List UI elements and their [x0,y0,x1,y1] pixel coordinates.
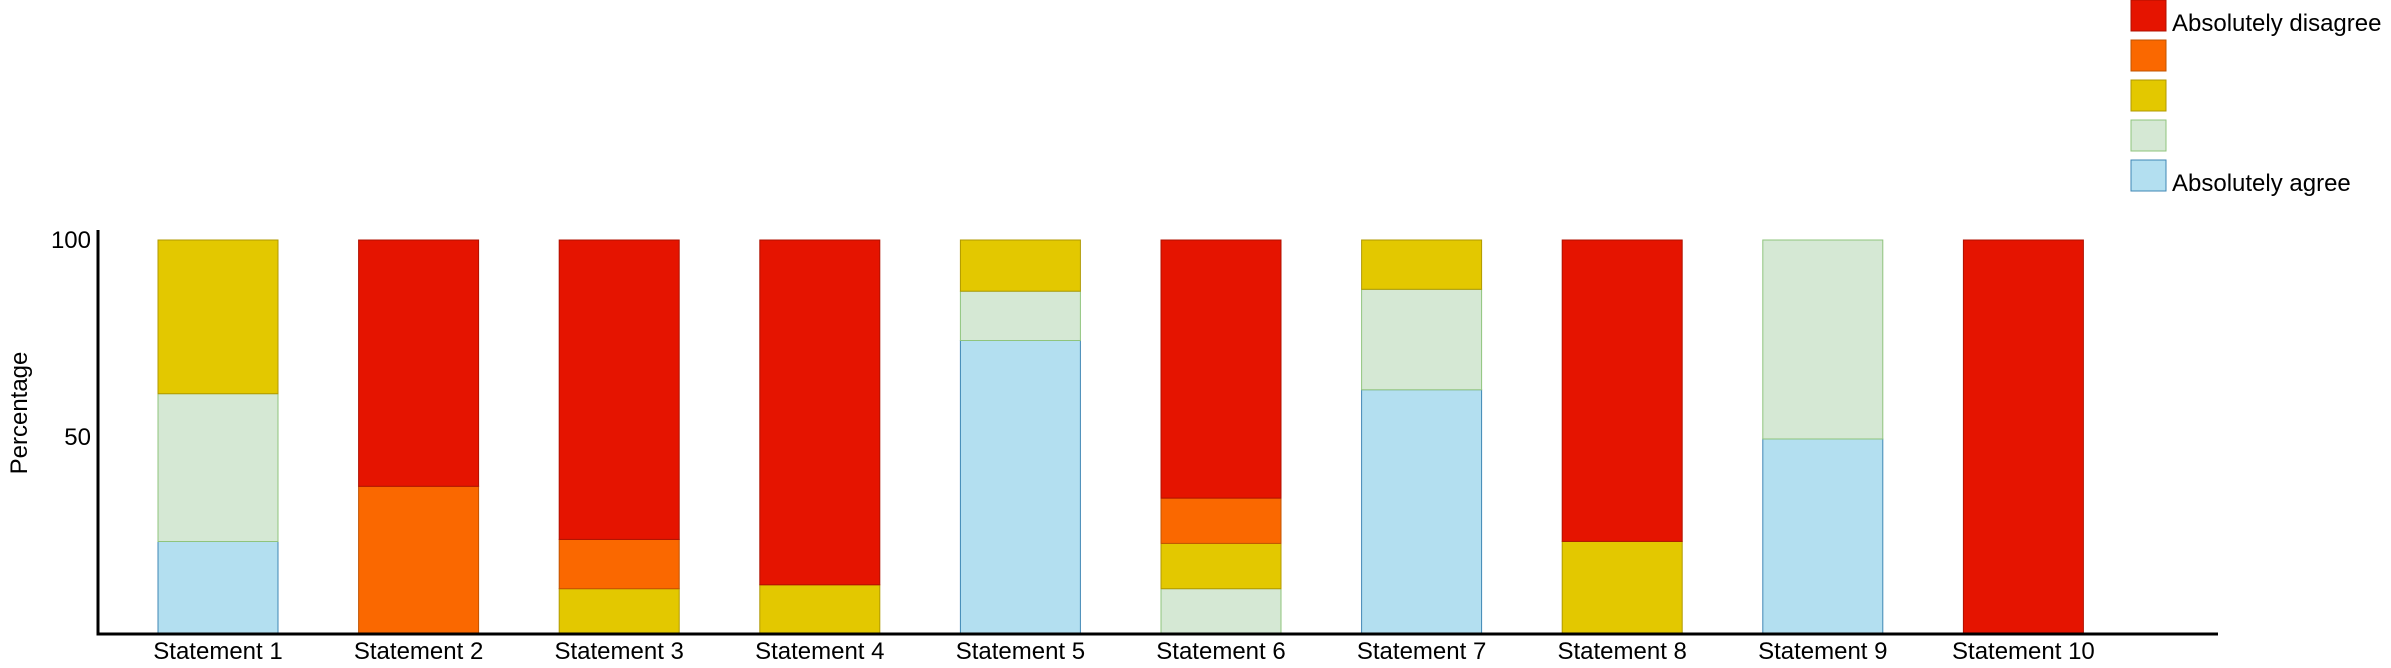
legend-swatch [2130,119,2167,152]
bar-segment-2-series-4 [358,485,480,635]
bar-segment-7-series-2 [1361,288,1483,391]
legend-swatch [2130,39,2167,72]
bar-segment-3-series-3 [558,588,680,635]
x-tick-label: Statement 1 [153,638,282,665]
bars-group [157,239,2084,635]
bar-segment-6-series-3 [1160,542,1282,590]
y-axis-title: Percentage [6,352,33,475]
x-tick-label: Statement 10 [1952,638,2095,665]
bar-segment-8-series-5 [1561,239,1683,542]
x-tick-label: Statement 8 [1557,638,1686,665]
bar-segment-1-series-1 [157,540,279,635]
bar-segment-7-series-3 [1361,239,1483,290]
bar-segment-3-series-5 [558,239,680,540]
x-tick-label: Statement 9 [1758,638,1887,665]
y-tick-label: 50 [64,424,91,451]
bar-segment-6-series-2 [1160,588,1282,635]
legend-label: Absolutely disagree [2172,10,2381,37]
bar-segment-8-series-3 [1561,540,1683,635]
legend-label: Absolutely agree [2172,170,2351,197]
bar-segment-10-series-5 [1962,239,2084,635]
bar-segment-9-series-1 [1762,438,1884,635]
legend-swatch [2130,79,2167,112]
bar-segment-6-series-5 [1160,239,1282,499]
x-tick-label: Statement 5 [956,638,1085,665]
x-tick-label: Statement 7 [1357,638,1486,665]
y-tick-label: 100 [51,227,91,254]
bar-segment-2-series-5 [358,239,480,487]
bar-segment-5-series-3 [959,239,1081,292]
bar-segment-4-series-3 [759,584,881,635]
axes-group [96,230,2218,636]
bar-segment-5-series-2 [959,290,1081,342]
y-ticks-group: 50 100 [51,227,91,451]
bar-segment-1-series-2 [157,393,279,543]
x-tick-label: Statement 6 [1156,638,1285,665]
bar-segment-9-series-2 [1762,239,1884,440]
bar-segment-6-series-4 [1160,497,1282,544]
bar-segment-1-series-3 [157,239,279,395]
legend: Absolutely disagree Absolutely agree [2130,0,2381,197]
legend-swatch [2130,0,2167,32]
x-tick-label: Statement 3 [554,638,683,665]
x-tick-label: Statement 4 [755,638,884,665]
bar-segment-5-series-1 [959,340,1081,635]
x-ticks-group: Statement 1 Statement 2 Statement 3 Stateme… [153,638,2094,665]
legend-swatch [2130,159,2167,192]
bar-segment-4-series-5 [759,239,881,586]
bar-segment-3-series-4 [558,538,680,590]
bar-segment-7-series-1 [1361,389,1483,635]
x-tick-label: Statement 2 [354,638,483,665]
